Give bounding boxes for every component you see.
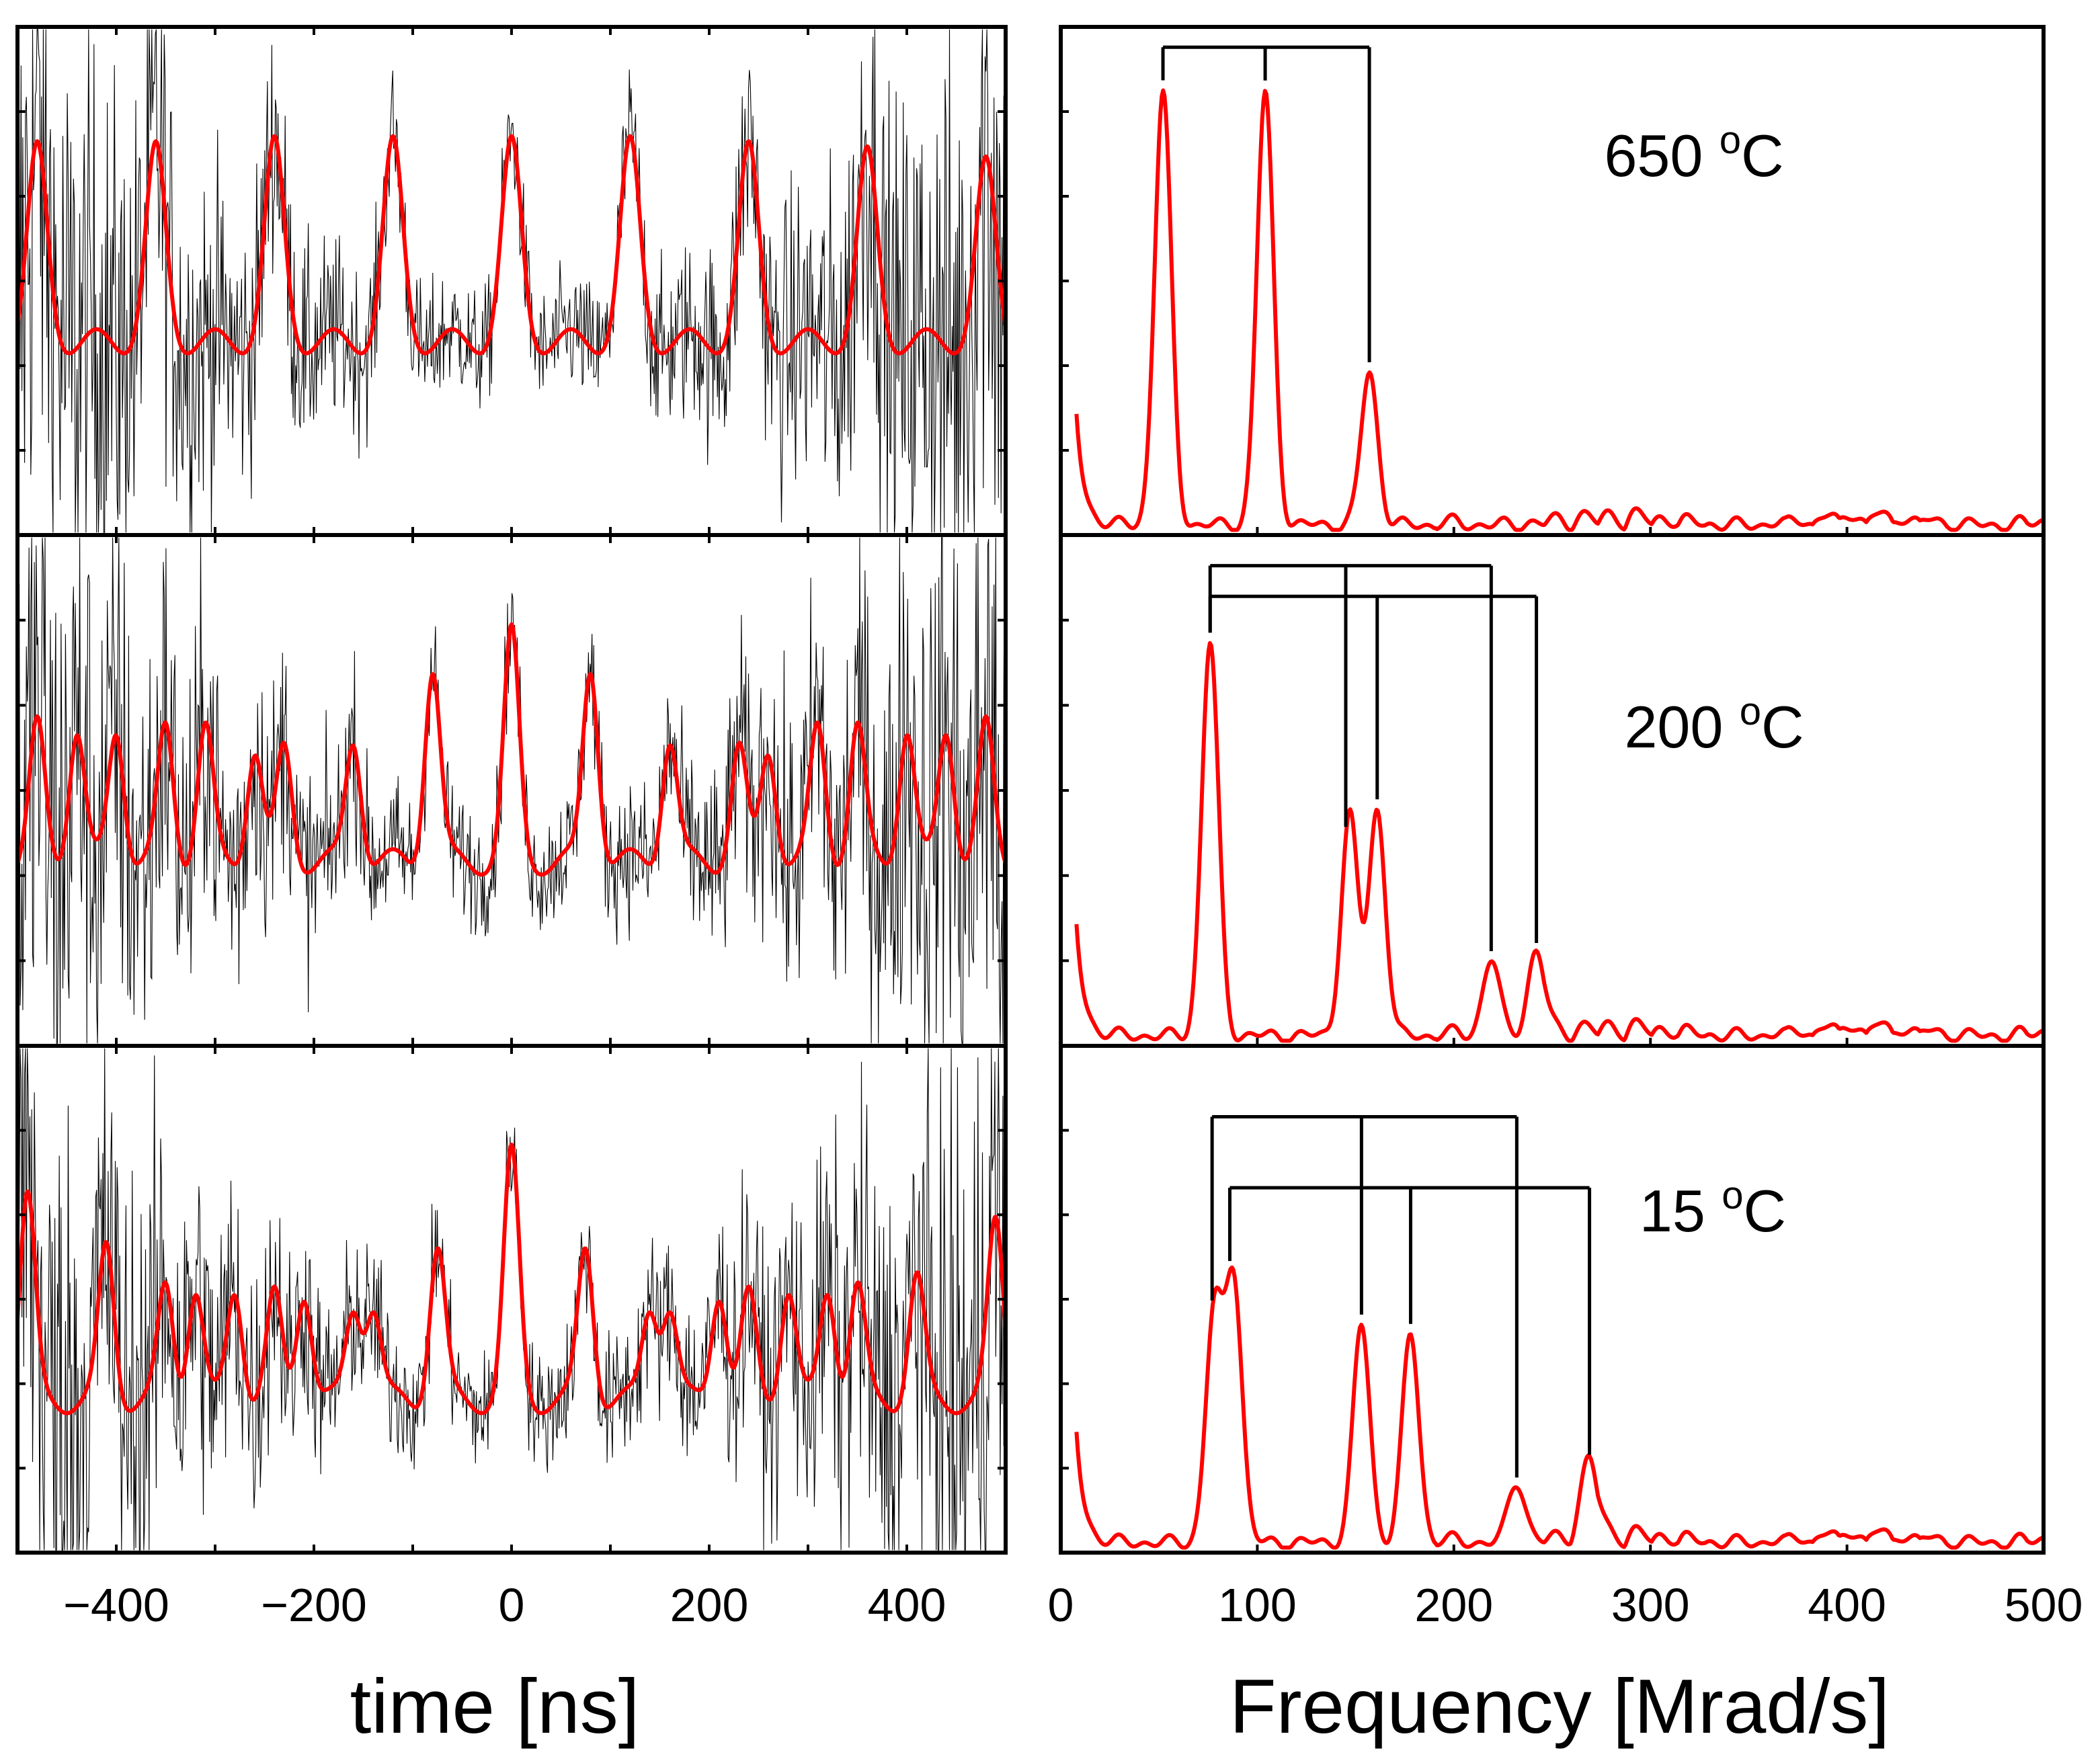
freq-subplot-2: 15 oC bbox=[1059, 1044, 2046, 1555]
x-axis-title-frequency: Frequency [Mrad/s] bbox=[1229, 1664, 1890, 1750]
time-tick-label: 200 bbox=[670, 1579, 749, 1631]
fit-curve-0 bbox=[15, 134, 1008, 356]
freq-tick-label: 200 bbox=[1414, 1579, 1493, 1631]
time-domain-panels: −400 −200 0 200 400 bbox=[15, 25, 1008, 1631]
freq-tick-label: 500 bbox=[2005, 1579, 2083, 1631]
spectrum-curve-2 bbox=[1074, 1265, 2044, 1550]
peak-bracket-1-1 bbox=[1208, 594, 1539, 944]
freq-subplot-1: 200 oC bbox=[1059, 533, 2046, 1048]
fit-curve-2 bbox=[15, 1143, 1008, 1416]
time-subplot-2 bbox=[15, 1044, 1008, 1555]
freq-subplot-0: 650 oC bbox=[1059, 25, 2046, 537]
spectrum-curve-1 bbox=[1074, 641, 2044, 1043]
time-tick-label: −400 bbox=[63, 1579, 169, 1631]
temperature-label: 200 oC bbox=[1624, 690, 1804, 760]
time-tick-label: 0 bbox=[499, 1579, 525, 1631]
temperature-label: 650 oC bbox=[1604, 118, 1783, 189]
time-tick-label: −200 bbox=[261, 1579, 367, 1631]
freq-tick-label: 400 bbox=[1808, 1579, 1886, 1631]
freq-tick-label: 100 bbox=[1218, 1579, 1297, 1631]
freq-tick-label: 300 bbox=[1611, 1579, 1690, 1631]
peak-bracket-2-0 bbox=[1210, 1115, 1519, 1478]
measured-signal-0 bbox=[17, 29, 1006, 533]
axis-labels: time [ns] Frequency [Mrad/s] bbox=[350, 1664, 1890, 1750]
measured-signal-1 bbox=[17, 537, 1006, 1044]
time-subplot-1 bbox=[15, 533, 1008, 1048]
spectrum-curve-0 bbox=[1074, 88, 2044, 532]
measured-signal-2 bbox=[17, 1048, 1006, 1551]
freq-tick-label: 0 bbox=[1048, 1579, 1074, 1631]
time-tick-label: 400 bbox=[868, 1579, 946, 1631]
peak-bracket-2-1 bbox=[1227, 1186, 1592, 1455]
frequency-domain-panels: 650 oC 200 oC 15 oC 0 100 200 300 400 500 bbox=[1048, 25, 2083, 1631]
x-axis-title-time: time [ns] bbox=[350, 1664, 640, 1750]
peak-bracket-0-0 bbox=[1161, 45, 1371, 363]
fit-curve-1 bbox=[15, 622, 1008, 877]
temperature-label: 15 oC bbox=[1640, 1174, 1786, 1244]
